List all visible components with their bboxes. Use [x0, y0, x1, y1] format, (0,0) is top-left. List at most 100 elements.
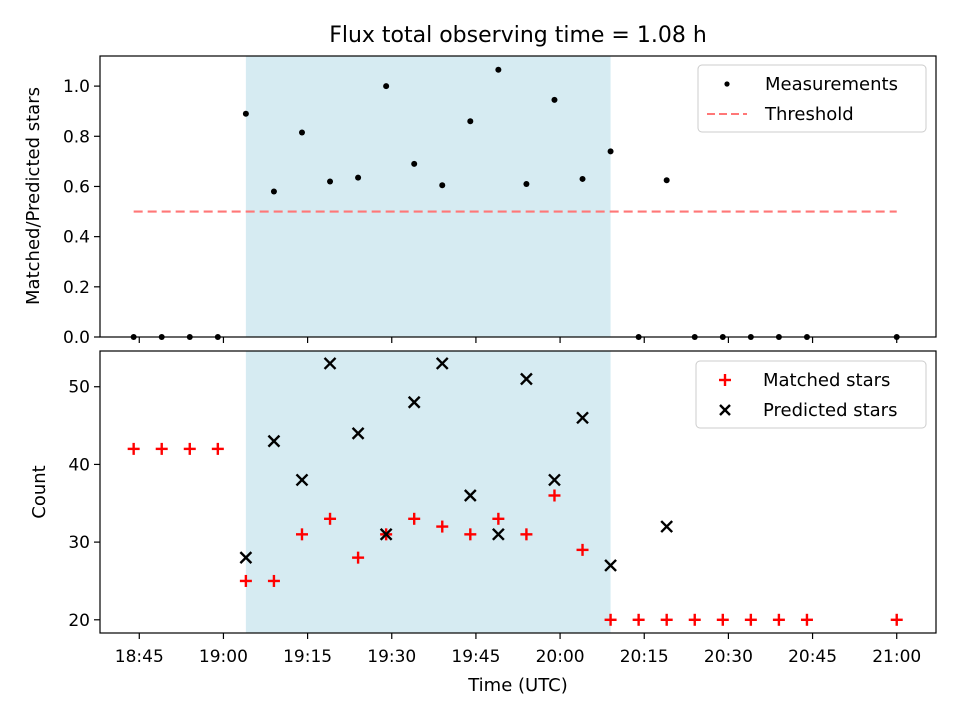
- matched-stars-point: [576, 543, 589, 556]
- top-x-axis-ticks: [138, 337, 898, 343]
- measurement-point: [439, 182, 446, 189]
- matched-stars-point: [352, 551, 365, 564]
- predicted-stars-point: [576, 411, 589, 425]
- legend-matched-marker: [719, 374, 731, 386]
- predicted-stars-point: [463, 489, 477, 502]
- measurement-point: [495, 66, 502, 73]
- bottom-x-axis-ticks: 18:45 19:00 19:15 19:30 19:45 20:00 20:15 20:30…: [115, 633, 921, 667]
- x-axis-label: Time (UTC): [467, 675, 568, 696]
- matched-stars-point: [660, 613, 673, 626]
- x-tick-label: 20:30: [704, 647, 753, 667]
- predicted-stars-point: [435, 357, 449, 370]
- matched-stars-point: [772, 613, 785, 626]
- y-tick-label: 0.4: [63, 228, 90, 248]
- bottom-series: [127, 357, 903, 626]
- top-legend-box: [697, 64, 927, 133]
- matched-stars-point: [632, 613, 645, 626]
- measurement-point: [355, 174, 362, 181]
- y-tick-label: 0.2: [63, 278, 90, 298]
- y-tick-label: 0.0: [63, 328, 90, 348]
- measurement-point: [383, 83, 390, 90]
- matched-stars-point: [800, 613, 813, 626]
- x-tick-label: 20:00: [536, 647, 585, 667]
- x-tick-label: 19:00: [199, 647, 248, 667]
- measurement-point: [551, 96, 558, 103]
- top-y-axis-ticks: 0.0 0.2 0.4 0.6 0.8 1.0: [63, 77, 100, 348]
- predicted-stars-point: [267, 434, 281, 448]
- legend-threshold-label: Threshold: [764, 104, 854, 125]
- bottom-y-axis-label: Count: [29, 465, 50, 518]
- bottom-axes-frame: [99, 350, 937, 634]
- y-tick-label: 30: [68, 533, 90, 553]
- y-tick-label: 20: [68, 611, 90, 631]
- bottom-legend: Matched stars Predicted stars: [695, 360, 927, 429]
- predicted-stars-point: [407, 395, 421, 409]
- measurement-point: [467, 118, 474, 125]
- y-tick-label: 40: [68, 455, 90, 475]
- measurement-point: [242, 110, 249, 117]
- legend-measurements-marker: [724, 81, 730, 87]
- matched-stars-point: [744, 613, 757, 626]
- measurement-point: [411, 160, 418, 167]
- matched-stars-point: [436, 520, 449, 533]
- matched-stars-point: [127, 442, 140, 455]
- matched-stars-point: [548, 489, 561, 502]
- legend-predicted-marker: [719, 404, 731, 416]
- predicted-stars-point: [660, 520, 674, 533]
- x-tick-label: 19:45: [451, 647, 500, 667]
- matched-stars-point: [211, 442, 224, 455]
- measurement-point: [607, 148, 614, 155]
- top-legend: Measurements Threshold: [697, 64, 927, 133]
- matched-stars-point: [183, 442, 196, 455]
- x-tick-label: 19:15: [283, 647, 332, 667]
- y-tick-label: 0.8: [63, 127, 90, 147]
- predicted-stars-point: [520, 372, 533, 386]
- top-shaded-interval: [245, 56, 611, 337]
- matched-stars-point: [520, 528, 533, 541]
- legend-predicted-label: Predicted stars: [763, 400, 897, 421]
- measurement-point: [663, 177, 670, 184]
- matched-stars-point: [155, 442, 168, 455]
- measurement-point: [327, 178, 334, 185]
- matched-stars-point: [408, 512, 421, 525]
- y-tick-label: 1.0: [63, 77, 90, 97]
- measurement-point: [270, 188, 277, 195]
- predicted-stars-point: [379, 527, 393, 541]
- y-tick-label: 0.6: [63, 177, 90, 197]
- matched-stars-point: [324, 512, 337, 525]
- x-tick-label: 21:00: [872, 647, 921, 667]
- measurement-point: [579, 175, 586, 182]
- matched-stars-point: [464, 528, 477, 541]
- top-y-axis-label: Matched/Predicted stars: [23, 87, 44, 305]
- chart-title: Flux total observing time = 1.08 h: [329, 23, 707, 48]
- top-panel: Flux total observing time = 1.08 h 0.00.…: [23, 23, 937, 348]
- matched-stars-point: [492, 512, 505, 525]
- bottom-y-axis-ticks: 20 30 40 50: [68, 378, 100, 631]
- predicted-stars-point: [604, 559, 617, 572]
- legend-matched-label: Matched stars: [763, 370, 890, 391]
- predicted-stars-point: [492, 527, 505, 541]
- top-axes-frame: [99, 55, 937, 338]
- predicted-stars-point: [295, 473, 309, 487]
- top-series: [130, 66, 900, 340]
- predicted-stars-point: [351, 426, 365, 440]
- matched-stars-point: [604, 613, 617, 626]
- x-tick-label: 19:30: [367, 647, 416, 667]
- legend-measurements-label: Measurements: [765, 74, 898, 95]
- bottom-legend-box: [695, 360, 927, 429]
- predicted-stars-point: [239, 551, 253, 564]
- y-tick-label: 50: [68, 378, 90, 398]
- matched-stars-point: [716, 613, 729, 626]
- measurement-point: [523, 180, 530, 187]
- matched-stars-point: [688, 613, 701, 626]
- predicted-stars-point: [548, 473, 561, 487]
- x-tick-label: 20:45: [788, 647, 837, 667]
- matched-stars-point: [239, 574, 252, 587]
- matched-stars-point: [267, 574, 280, 587]
- x-tick-label: 18:45: [115, 647, 164, 667]
- matched-stars-point: [295, 528, 308, 541]
- predicted-stars-point: [323, 357, 337, 370]
- measurement-point: [298, 129, 305, 136]
- x-tick-label: 20:15: [620, 647, 669, 667]
